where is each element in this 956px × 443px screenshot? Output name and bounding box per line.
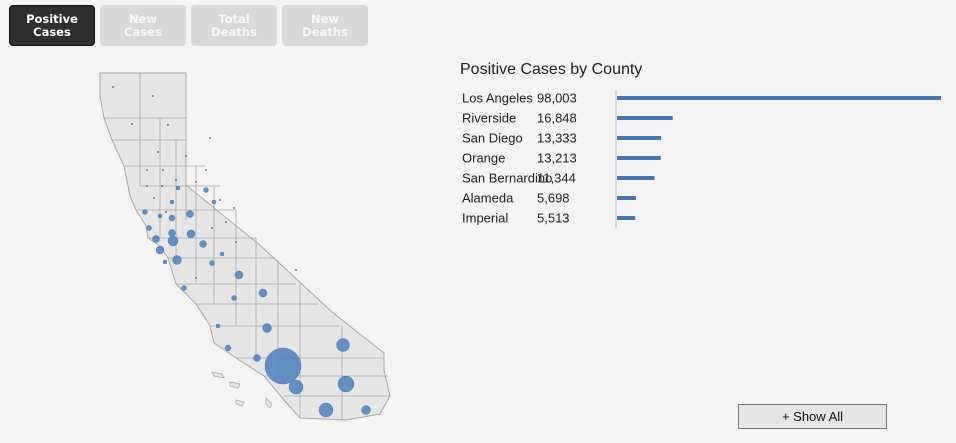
county-bubble-imperial[interactable] (361, 405, 371, 415)
county-bubble-fresno[interactable] (234, 270, 244, 280)
county-marker (185, 155, 187, 157)
county-bubble-san-luis-obispo[interactable] (215, 323, 221, 329)
bar-value-label: 13,213 (537, 151, 577, 166)
county-bubble-sonoma[interactable] (142, 209, 148, 215)
county-bubble-santa-barbara[interactable] (224, 344, 232, 352)
county-bubble-el-dorado[interactable] (211, 199, 217, 205)
california-county-map[interactable] (0, 60, 400, 430)
bar[interactable] (617, 216, 636, 220)
bar-category-label: San Bernardino (462, 171, 552, 186)
county-bubble-ventura[interactable] (253, 354, 261, 362)
county-bubble-san-bernardino[interactable] (336, 338, 350, 352)
tab-new-cases[interactable]: New Cases (100, 5, 186, 46)
case-bubbles (142, 185, 371, 418)
bar-category-label: Los Angeles (462, 91, 533, 106)
bar[interactable] (617, 96, 941, 100)
county-bubble-san-mateo[interactable] (155, 245, 165, 255)
bar-value-label: 13,333 (537, 131, 577, 146)
county-marker (112, 86, 114, 88)
county-marker (175, 179, 177, 181)
county-bar-chart: Los Angeles 98,003 Riverside 16,848 San Dieg… (462, 90, 941, 228)
county-bubble-kern[interactable] (262, 323, 272, 333)
county-marker (146, 185, 148, 187)
county-marker (233, 207, 235, 209)
county-marker (167, 124, 169, 126)
chart-title: Positive Cases by County (460, 61, 643, 78)
county-bubble-tulare[interactable] (258, 288, 268, 298)
metric-tabs: Positive Cases New Cases Total Deaths Ne… (9, 5, 368, 46)
bar[interactable] (617, 136, 662, 140)
bar-category-label: San Diego (462, 131, 523, 146)
county-bubble-los-angeles[interactable] (264, 347, 302, 385)
county-bubble-merced[interactable] (209, 260, 215, 266)
county-marker (195, 181, 197, 183)
bar-value-label: 11,344 (537, 171, 576, 186)
island (265, 397, 273, 409)
county-markers (112, 86, 297, 279)
bar[interactable] (617, 196, 636, 200)
county-marker (162, 169, 164, 171)
county-marker (235, 241, 237, 243)
county-marker (225, 221, 227, 223)
bar[interactable] (617, 176, 655, 180)
county-bubble-santa-clara[interactable] (172, 255, 182, 265)
tab-positive-cases[interactable]: Positive Cases (9, 5, 95, 46)
county-bubble-san-diego[interactable] (318, 402, 334, 418)
bar-category-label: Orange (462, 151, 505, 166)
tab-new-deaths[interactable]: New Deaths (282, 5, 368, 46)
county-bubble-monterey[interactable] (181, 285, 187, 291)
county-bubble-santa-cruz[interactable] (162, 259, 168, 265)
county-bubble-orange[interactable] (288, 379, 304, 395)
bar-category-label: Imperial (462, 211, 508, 226)
county-marker (165, 211, 167, 213)
county-marker (205, 169, 207, 171)
tab-total-deaths[interactable]: Total Deaths (191, 5, 277, 46)
county-marker (295, 269, 297, 271)
county-bubble-san-joaquin[interactable] (186, 229, 196, 239)
islands (211, 371, 273, 409)
show-all-button[interactable]: + Show All (738, 404, 887, 429)
island (229, 381, 241, 389)
county-bubble-marin[interactable] (146, 225, 152, 231)
bar-value-label: 5,513 (537, 211, 570, 226)
state-outline (99, 72, 391, 421)
county-bubble-kings[interactable] (231, 295, 237, 301)
county-bubble-solano[interactable] (168, 214, 176, 222)
county-marker (219, 199, 221, 201)
county-bubble-sutter[interactable] (175, 185, 181, 191)
bar[interactable] (617, 156, 661, 160)
county-bubble-contra-costa[interactable] (168, 229, 176, 237)
county-marker (157, 151, 159, 153)
county-marker (195, 277, 197, 279)
bar-rows: Los Angeles 98,003 Riverside 16,848 San Dieg… (462, 91, 941, 226)
california-outline (99, 72, 391, 421)
bar-category-label: Riverside (462, 111, 516, 126)
bar-value-label: 16,848 (537, 111, 577, 126)
bar-value-label: 5,698 (537, 191, 570, 206)
county-marker (209, 137, 211, 139)
bar[interactable] (617, 116, 673, 120)
island (211, 371, 225, 379)
county-bubble-yolo[interactable] (169, 199, 175, 205)
county-marker (131, 123, 133, 125)
bar-category-label: Alameda (462, 191, 514, 206)
county-marker (146, 169, 148, 171)
county-bubble-placer[interactable] (203, 187, 209, 193)
county-marker (161, 185, 163, 187)
county-bubble-alameda[interactable] (167, 235, 179, 247)
bar-value-label: 98,003 (537, 91, 577, 106)
county-bubble-madera[interactable] (219, 251, 225, 257)
county-bubble-riverside[interactable] (337, 375, 355, 393)
county-bubble-stanislaus[interactable] (199, 240, 207, 248)
county-marker (152, 95, 154, 97)
county-marker (153, 197, 155, 199)
county-bubble-san-francisco[interactable] (152, 235, 160, 243)
county-marker (211, 227, 213, 229)
county-bubble-sacramento[interactable] (186, 210, 194, 218)
county-bubble-napa[interactable] (157, 213, 163, 219)
island (235, 399, 245, 407)
